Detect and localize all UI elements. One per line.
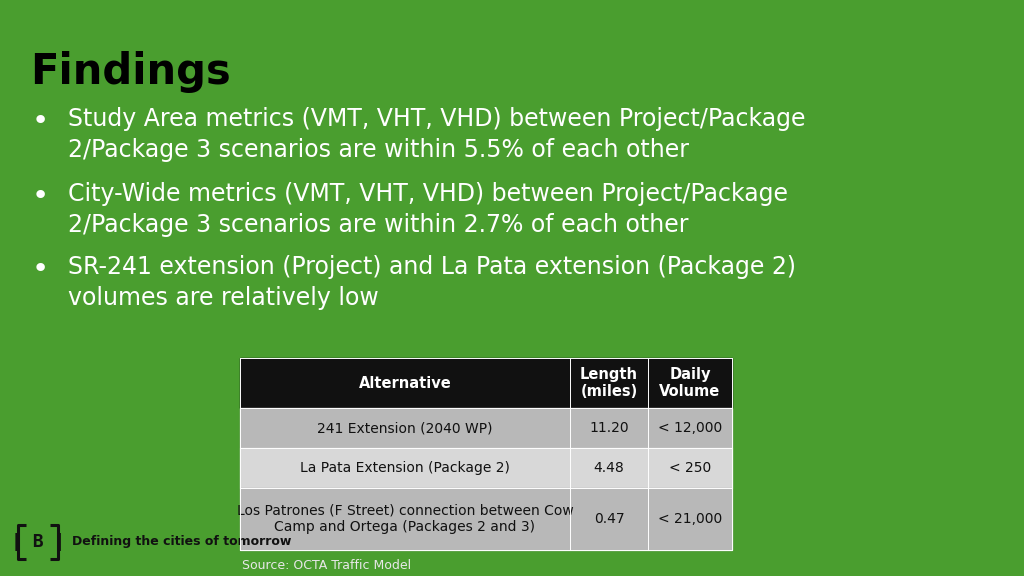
Text: •: • <box>32 182 48 210</box>
Text: City-Wide metrics (VMT, VHT, VHD) between Project/Package
2/Package 3 scenarios : City-Wide metrics (VMT, VHT, VHD) betwee… <box>68 182 788 237</box>
Text: •: • <box>32 107 48 135</box>
Text: Study Area metrics (VMT, VHT, VHD) between Project/Package
2/Package 3 scenarios: Study Area metrics (VMT, VHT, VHD) betwe… <box>68 107 806 162</box>
Text: Source: OCTA Traffic Model: Source: OCTA Traffic Model <box>242 559 411 572</box>
Text: Daily
Volume: Daily Volume <box>659 366 721 400</box>
Text: Alternative: Alternative <box>358 376 452 391</box>
Text: Defining the cities of tomorrow: Defining the cities of tomorrow <box>72 536 292 548</box>
Text: < 21,000: < 21,000 <box>657 512 722 526</box>
Text: SR-241 extension (Project) and La Pata extension (Package 2)
volumes are relativ: SR-241 extension (Project) and La Pata e… <box>68 255 796 310</box>
Bar <box>240 488 732 550</box>
Text: | B |: | B | <box>11 533 66 551</box>
Bar <box>240 358 732 408</box>
Text: 241 Extension (2040 WP): 241 Extension (2040 WP) <box>317 421 493 435</box>
Text: 4.48: 4.48 <box>594 461 625 475</box>
Text: 11.20: 11.20 <box>589 421 629 435</box>
Text: Length
(miles): Length (miles) <box>580 366 638 400</box>
Bar <box>240 408 732 448</box>
Text: Los Patrones (F Street) connection between Cow
Camp and Ortega (Packages 2 and 3: Los Patrones (F Street) connection betwe… <box>237 503 573 535</box>
Text: •: • <box>32 255 48 283</box>
Text: La Pata Extension (Package 2): La Pata Extension (Package 2) <box>300 461 510 475</box>
Text: 0.47: 0.47 <box>594 512 625 526</box>
Text: < 250: < 250 <box>669 461 711 475</box>
Text: Findings: Findings <box>30 51 230 93</box>
Text: < 12,000: < 12,000 <box>657 421 722 435</box>
Bar <box>240 448 732 488</box>
